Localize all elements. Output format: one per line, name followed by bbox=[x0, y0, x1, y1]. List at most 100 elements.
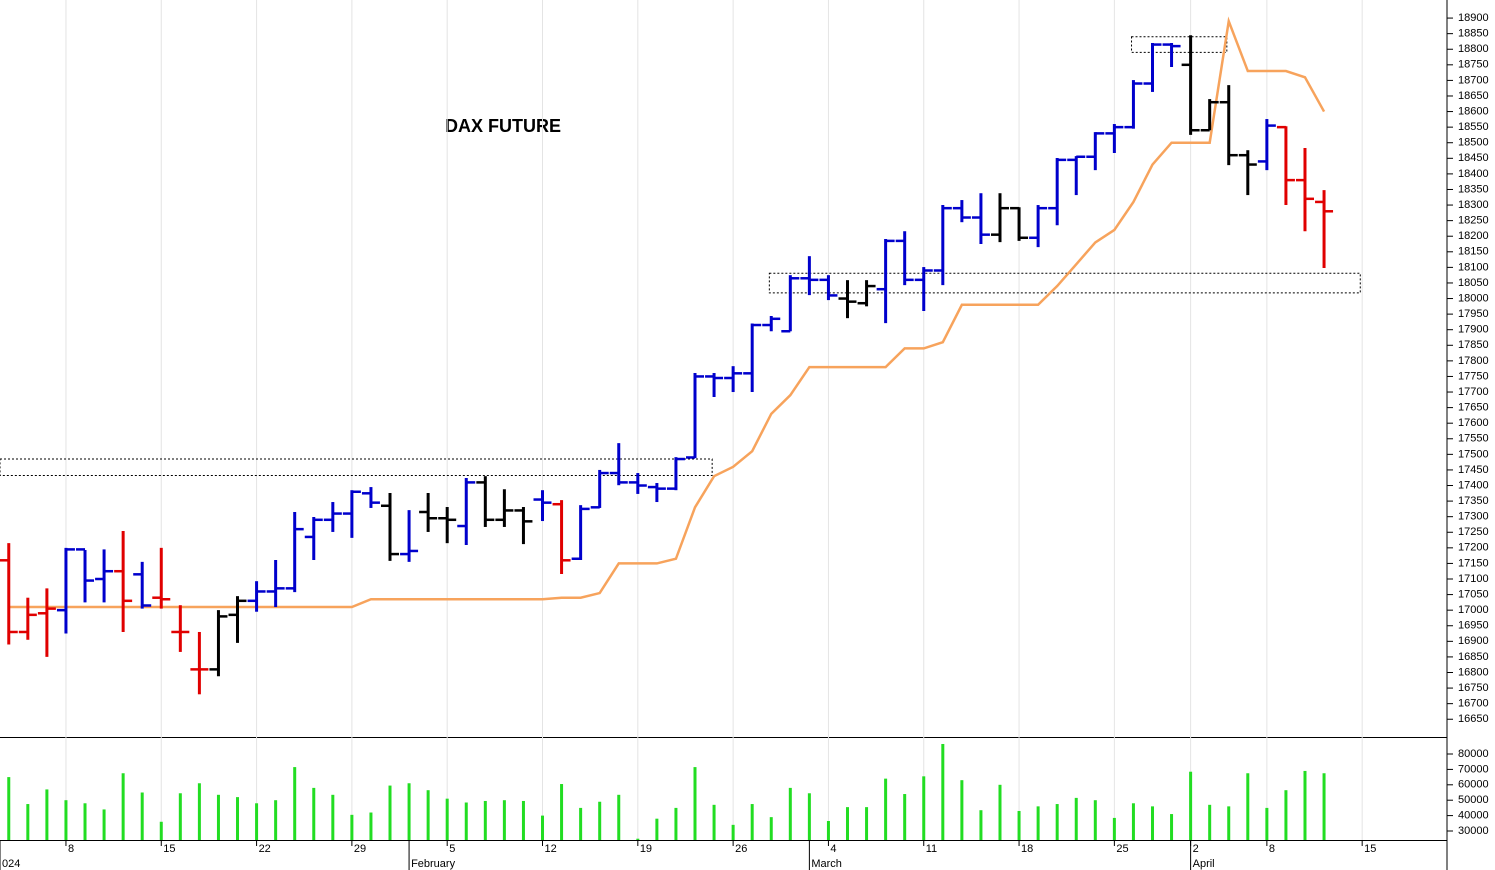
y-tick-label: 17300 bbox=[1458, 511, 1489, 523]
y-tick-label: 17050 bbox=[1458, 588, 1489, 600]
volume-bar bbox=[655, 818, 659, 840]
stop-line bbox=[8, 16, 1326, 609]
volume-bar bbox=[7, 777, 11, 840]
volume-bar bbox=[1055, 804, 1059, 840]
y-tick-label: 17650 bbox=[1458, 402, 1489, 414]
y-tick-label: 17000 bbox=[1458, 604, 1489, 616]
volume-bar bbox=[922, 776, 926, 840]
y-tick-label: 17600 bbox=[1458, 417, 1489, 429]
y-tick-label: 17700 bbox=[1458, 386, 1489, 398]
x-tick-label: 18 bbox=[1021, 843, 1033, 855]
volume-bar bbox=[1322, 773, 1326, 840]
volume-bar bbox=[1189, 771, 1193, 840]
month-label: 024 bbox=[2, 858, 20, 870]
y-tick-label: 16700 bbox=[1458, 698, 1489, 710]
y-tick-label: 18450 bbox=[1458, 152, 1489, 164]
volume-bar bbox=[674, 807, 678, 840]
volume-bar bbox=[331, 794, 335, 840]
x-tick-label: 8 bbox=[68, 843, 74, 855]
volume-bar bbox=[693, 767, 697, 840]
y-tick-label: 18800 bbox=[1458, 43, 1489, 55]
y-tick-label: 18250 bbox=[1458, 215, 1489, 227]
volume-bar bbox=[1170, 814, 1174, 840]
volume-bar bbox=[521, 800, 525, 840]
volume-bar bbox=[826, 820, 830, 840]
volume-bar bbox=[388, 785, 392, 840]
volume-bar bbox=[1112, 817, 1116, 840]
zone bbox=[1131, 36, 1228, 53]
volume-bar bbox=[731, 824, 735, 840]
y-tick-label: 17750 bbox=[1458, 370, 1489, 382]
volume-bar bbox=[255, 803, 259, 840]
volume-bar bbox=[64, 800, 68, 840]
volume-bar bbox=[579, 807, 583, 840]
volume-bar bbox=[769, 817, 773, 840]
y-tick-label: 18900 bbox=[1458, 12, 1489, 24]
y-tick-label: 18600 bbox=[1458, 105, 1489, 117]
volume-bar bbox=[1150, 806, 1154, 840]
y-tick-label: 18350 bbox=[1458, 183, 1489, 195]
y-tick-label: 16900 bbox=[1458, 635, 1489, 647]
volume-bar bbox=[1284, 790, 1288, 840]
y-tick-label: 16650 bbox=[1458, 713, 1489, 725]
y-tick-label: 17550 bbox=[1458, 433, 1489, 445]
volume-bar bbox=[979, 810, 983, 840]
chart-title: DAX FUTURE bbox=[445, 116, 561, 136]
x-tick-label: 5 bbox=[449, 843, 455, 855]
y-tick-label: 17900 bbox=[1458, 324, 1489, 336]
y-tick-label: 17500 bbox=[1458, 448, 1489, 460]
volume-bar bbox=[197, 783, 201, 840]
y-tick-label: 17450 bbox=[1458, 464, 1489, 476]
y-tick-label: 16850 bbox=[1458, 651, 1489, 663]
volume-bar bbox=[788, 787, 792, 840]
y-tick-label: 18850 bbox=[1458, 28, 1489, 40]
x-tick-label: 8 bbox=[1269, 843, 1275, 855]
volume-bar bbox=[636, 838, 640, 840]
volume-bar bbox=[445, 798, 449, 840]
volume-bar bbox=[1093, 800, 1097, 840]
volume-bar bbox=[45, 789, 49, 840]
volume-bar bbox=[960, 780, 964, 840]
volume-bar bbox=[293, 767, 297, 840]
volume-bar bbox=[617, 794, 621, 840]
volume-bar bbox=[140, 792, 144, 840]
volume-bar bbox=[121, 773, 125, 840]
x-tick-label: 15 bbox=[163, 843, 175, 855]
y-tick-label: 18150 bbox=[1458, 246, 1489, 258]
y-tick-label: 18700 bbox=[1458, 74, 1489, 86]
y-tick-label: 18200 bbox=[1458, 230, 1489, 242]
volume-bar bbox=[1036, 806, 1040, 840]
volume-bar bbox=[1208, 804, 1212, 840]
y-tick-label: 60000 bbox=[1458, 779, 1489, 791]
y-tick-label: 17250 bbox=[1458, 526, 1489, 538]
y-tick-label: 40000 bbox=[1458, 810, 1489, 822]
month-label: April bbox=[1193, 858, 1215, 870]
volume-bar bbox=[1131, 803, 1135, 840]
volume-bar bbox=[178, 793, 182, 840]
x-tick-label: 11 bbox=[926, 843, 937, 855]
zone bbox=[0, 458, 713, 477]
y-tick-label: 17850 bbox=[1458, 339, 1489, 351]
y-tick-label: 17350 bbox=[1458, 495, 1489, 507]
volume-bar bbox=[1303, 770, 1307, 840]
month-label: March bbox=[811, 858, 842, 870]
volume-bar bbox=[83, 803, 87, 840]
volume-bar bbox=[426, 790, 430, 840]
y-tick-label: 18000 bbox=[1458, 292, 1489, 304]
y-tick-label: 80000 bbox=[1458, 748, 1489, 760]
volume-bar bbox=[102, 809, 106, 840]
volume-bar bbox=[560, 784, 564, 840]
y-tick-label: 17800 bbox=[1458, 355, 1489, 367]
y-tick-label: 18500 bbox=[1458, 137, 1489, 149]
y-tick-label: 18550 bbox=[1458, 121, 1489, 133]
volume-bar bbox=[1074, 797, 1078, 840]
y-tick-label: 30000 bbox=[1458, 825, 1489, 837]
y-tick-label: 16950 bbox=[1458, 620, 1489, 632]
volume-bar bbox=[998, 784, 1002, 840]
volume-bar bbox=[369, 812, 373, 840]
y-tick-label: 16800 bbox=[1458, 666, 1489, 678]
x-tick-label: 2 bbox=[1193, 843, 1199, 855]
